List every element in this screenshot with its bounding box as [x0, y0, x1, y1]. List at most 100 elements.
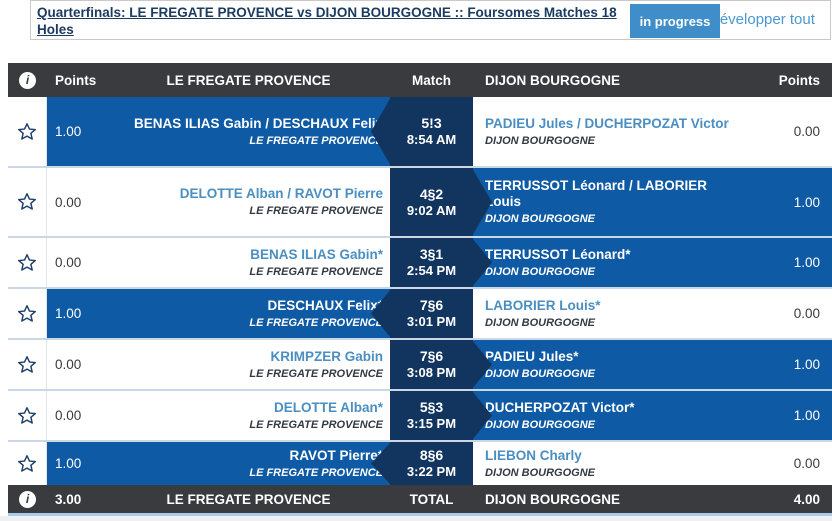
match-row: 0.00 KRIMPZER Gabin LE FREGATE PROVENCE … — [8, 338, 832, 389]
player-name-right[interactable]: TERRUSSOT Léonard / LABORIER Louis — [485, 178, 708, 209]
player-name-left[interactable]: BENAS ILIAS Gabin* — [250, 246, 383, 262]
match-score: 5!3 — [421, 115, 442, 131]
match-time: 3:01 PM — [406, 314, 457, 329]
player-name-left[interactable]: BENAS ILIAS Gabin / DESCHAUX Felix — [133, 115, 383, 131]
match-time: 3:22 PM — [406, 464, 457, 479]
club-name-right: DIJON BOURGOGNE — [485, 134, 596, 147]
club-name-left: LE FREGATE PROVENCE — [249, 466, 383, 479]
header-info-cell: i — [8, 71, 47, 89]
left-team-cell: 1.00 RAVOT Pierre* LE FREGATE PROVENCE — [47, 442, 390, 485]
favorite-star-button[interactable] — [8, 391, 47, 440]
match-title-link[interactable]: Quarterfinals: LE FREGATE PROVENCE vs DI… — [37, 5, 617, 37]
player-name-right[interactable]: PADIEU Jules* — [485, 348, 579, 364]
footer-team-left: LE FREGATE PROVENCE — [166, 491, 331, 507]
points-left: 1.00 — [55, 306, 82, 321]
club-name-right: DIJON BOURGOGNE — [485, 418, 596, 431]
left-team-cell: 1.00 DESCHAUX Felix* LE FREGATE PROVENCE — [47, 289, 390, 338]
match-score: 8§6 — [419, 447, 444, 463]
table-footer-row: i 3.00 LE FREGATE PROVENCE TOTAL DIJON B… — [8, 485, 832, 513]
player-name-right[interactable]: PADIEU Jules / DUCHERPOZAT Victor — [485, 115, 729, 131]
club-name-right: DIJON BOURGOGNE — [485, 265, 596, 278]
right-team-cell: DUCHERPOZAT Victor* DIJON BOURGOGNE 1.00 — [473, 391, 832, 440]
header-match: Match — [411, 72, 451, 88]
club-name-left: LE FREGATE PROVENCE — [249, 316, 383, 329]
match-score: 4§2 — [419, 185, 444, 202]
match-time: 2:54 PM — [406, 263, 457, 278]
match-row: 0.00 DELOTTE Alban* LE FREGATE PROVENCE … — [8, 389, 832, 440]
star-icon — [18, 406, 36, 424]
favorite-star-button[interactable] — [8, 238, 47, 287]
total-points-left: 3.00 — [55, 491, 82, 507]
match-score-cell[interactable]: 5!3 8:54 AM — [371, 97, 473, 166]
star-icon — [18, 193, 36, 210]
club-name-left: LE FREGATE PROVENCE — [249, 418, 383, 431]
player-name-left[interactable]: KRIMPZER Gabin — [270, 348, 383, 364]
match-time: 9:02 AM — [406, 202, 457, 218]
match-score: 3§1 — [419, 246, 444, 262]
right-team-cell: PADIEU Jules* DIJON BOURGOGNE 1.00 — [473, 340, 832, 389]
star-icon — [18, 253, 36, 271]
status-badge: in progress — [630, 4, 720, 38]
club-name-right: DIJON BOURGOGNE — [485, 466, 596, 479]
player-name-left[interactable]: RAVOT Pierre* — [289, 447, 383, 463]
points-left: 1.00 — [55, 456, 82, 471]
player-name-right[interactable]: LABORIER Louis* — [485, 297, 601, 313]
star-icon — [18, 355, 36, 373]
match-score: 7§6 — [419, 297, 444, 313]
player-name-left[interactable]: DELOTTE Alban / RAVOT Pierre — [179, 186, 383, 201]
star-icon — [18, 122, 36, 140]
match-score: 5§3 — [419, 399, 444, 415]
match-score-cell[interactable]: 7§6 3:08 PM — [390, 340, 492, 389]
right-team-cell: TERRUSSOT Léonard* DIJON BOURGOGNE 1.00 — [473, 238, 832, 287]
points-left: 0.00 — [55, 408, 82, 423]
scoreboard-table: i Points LE FREGATE PROVENCE Match DIJON… — [8, 63, 832, 513]
right-team-cell: LIEBON Charly DIJON BOURGOGNE 0.00 — [473, 442, 832, 485]
match-score-cell[interactable]: 5§3 3:15 PM — [390, 391, 492, 440]
header-team-left: LE FREGATE PROVENCE — [166, 72, 331, 88]
match-score-cell[interactable]: 3§1 2:54 PM — [390, 238, 492, 287]
match-score-cell[interactable]: 8§6 3:22 PM — [371, 442, 473, 485]
points-right: 1.00 — [793, 255, 820, 270]
club-name-left: LE FREGATE PROVENCE — [249, 265, 383, 278]
footer-total-label: TOTAL — [409, 491, 454, 507]
player-name-left[interactable]: DELOTTE Alban* — [273, 399, 383, 415]
match-row: 0.00 BENAS ILIAS Gabin* LE FREGATE PROVE… — [8, 236, 832, 287]
match-row: 1.00 RAVOT Pierre* LE FREGATE PROVENCE 8… — [8, 440, 832, 485]
match-score-cell[interactable]: 4§2 9:02 AM — [390, 168, 492, 236]
match-score: 7§6 — [419, 348, 444, 364]
left-team-cell: 0.00 DELOTTE Alban / RAVOT Pierre LE FRE… — [47, 168, 390, 236]
points-right: 1.00 — [793, 194, 820, 210]
favorite-star-button[interactable] — [8, 97, 47, 166]
info-icon[interactable]: i — [19, 71, 36, 89]
match-time: 3:08 PM — [406, 365, 457, 380]
right-team-cell: PADIEU Jules / DUCHERPOZAT Victor DIJON … — [473, 97, 832, 166]
bottom-background — [0, 516, 832, 521]
club-name-right: DIJON BOURGOGNE — [485, 213, 596, 225]
favorite-star-button[interactable] — [8, 442, 47, 485]
favorite-star-button[interactable] — [8, 289, 47, 338]
match-rows: 1.00 BENAS ILIAS Gabin / DESCHAUX Felix … — [8, 97, 832, 485]
bottom-strip — [8, 513, 832, 516]
right-team-cell: LABORIER Louis* DIJON BOURGOGNE 0.00 — [473, 289, 832, 338]
header-team-right: DIJON BOURGOGNE — [485, 72, 621, 88]
match-score-cell[interactable]: 7§6 3:01 PM — [371, 289, 473, 338]
player-name-right[interactable]: DUCHERPOZAT Victor* — [485, 399, 635, 415]
player-name-right[interactable]: LIEBON Charly — [485, 447, 582, 463]
info-icon[interactable]: i — [19, 490, 36, 508]
points-right: 1.00 — [793, 408, 820, 423]
favorite-star-button[interactable] — [8, 340, 47, 389]
points-left: 0.00 — [55, 357, 82, 372]
points-left: 0.00 — [55, 255, 82, 270]
player-name-right[interactable]: TERRUSSOT Léonard* — [485, 246, 631, 262]
club-name-left: LE FREGATE PROVENCE — [249, 134, 383, 147]
star-icon — [18, 304, 36, 322]
player-name-left[interactable]: DESCHAUX Felix* — [267, 297, 383, 313]
favorite-star-button[interactable] — [8, 168, 47, 236]
left-team-cell: 0.00 DELOTTE Alban* LE FREGATE PROVENCE — [47, 391, 390, 440]
club-name-right: DIJON BOURGOGNE — [485, 367, 596, 380]
header-points-right: Points — [778, 72, 820, 88]
match-time: 8:54 AM — [406, 132, 457, 147]
expand-all-link[interactable]: Développer tout — [709, 11, 815, 28]
total-points-right: 4.00 — [793, 491, 820, 507]
